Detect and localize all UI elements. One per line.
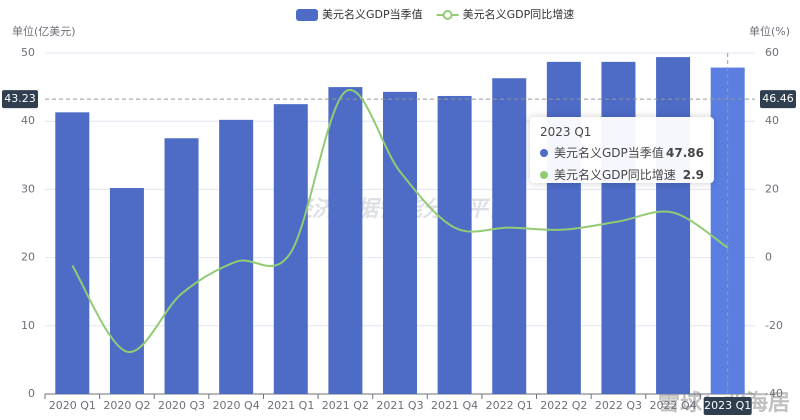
bar bbox=[55, 112, 90, 395]
x-tick-label: 2021 Q1 bbox=[267, 399, 314, 412]
x-tick-label: 2020 Q2 bbox=[103, 399, 150, 412]
legend-label: 美元名义GDP当季值 bbox=[322, 7, 423, 21]
y-tick-label: 20 bbox=[21, 251, 35, 264]
bar bbox=[601, 61, 636, 395]
bar bbox=[109, 188, 144, 394]
y2-tick-label: -40 bbox=[765, 387, 783, 400]
y2-tick-label: 20 bbox=[765, 182, 779, 195]
bar bbox=[437, 95, 472, 394]
y-tick-label: 50 bbox=[21, 46, 35, 59]
x-tick-label: 2021 Q4 bbox=[431, 399, 478, 412]
x-tick-label: 2022 Q4 bbox=[649, 399, 696, 412]
x-tick-label: 2021 Q2 bbox=[322, 399, 369, 412]
pointer-label-box bbox=[2, 90, 38, 109]
legend-swatch bbox=[296, 9, 318, 21]
legend-label: 美元名义GDP同比增速 bbox=[463, 7, 575, 21]
tooltip-marker bbox=[540, 148, 548, 157]
pointer-label: 2023 Q1 bbox=[704, 399, 751, 412]
y2-axis-label: 单位(%) bbox=[749, 24, 790, 38]
y2-tick-label: 0 bbox=[765, 251, 772, 264]
y-tick-label: 0 bbox=[28, 387, 35, 400]
tooltip-series-name: 美元名义GDP同比增速 bbox=[554, 168, 676, 182]
pointer-label-box bbox=[760, 90, 796, 109]
pointer-label-box bbox=[703, 397, 752, 415]
bar bbox=[164, 138, 199, 394]
y-axis-label: 单位(亿美元) bbox=[12, 24, 76, 38]
y2-tick-label: -20 bbox=[765, 319, 783, 332]
y2-tick-label: 40 bbox=[765, 114, 779, 127]
x-tick-label: 2020 Q3 bbox=[158, 399, 205, 412]
bar bbox=[656, 57, 691, 394]
bar bbox=[492, 78, 527, 394]
x-tick-label: 2020 Q1 bbox=[49, 399, 96, 412]
x-tick-label: 2022 Q3 bbox=[595, 399, 642, 412]
tooltip-value: 47.86 bbox=[666, 145, 704, 160]
bar bbox=[383, 91, 417, 395]
x-tick-label: 2021 Q3 bbox=[376, 399, 423, 412]
tooltip-value: 2.9 bbox=[682, 167, 704, 182]
bar bbox=[328, 87, 363, 394]
tooltip-marker bbox=[540, 170, 548, 179]
pointer-label: 46.46 bbox=[762, 92, 794, 105]
y-tick-label: 30 bbox=[21, 182, 35, 195]
bar bbox=[219, 119, 254, 394]
pointer-label: 43.23 bbox=[4, 92, 36, 105]
y2-tick-label: 60 bbox=[765, 46, 779, 59]
x-tick-label: 2022 Q2 bbox=[540, 399, 587, 412]
tooltip-series-name: 美元名义GDP当季值 bbox=[554, 146, 664, 160]
line bbox=[71, 88, 729, 353]
tooltip-title: 2023 Q1 bbox=[540, 125, 592, 139]
y-tick-label: 10 bbox=[21, 319, 35, 332]
y-tick-label: 40 bbox=[21, 114, 35, 127]
legend-swatch bbox=[442, 10, 453, 20]
tooltip: 2023 Q1 美元名义GDP当季值 47.86 美元名义GDP同比增速 2.9 bbox=[530, 117, 714, 183]
x-tick-label: 2022 Q1 bbox=[486, 399, 533, 412]
bar bbox=[273, 104, 308, 395]
x-tick-label: 2020 Q4 bbox=[213, 399, 260, 412]
